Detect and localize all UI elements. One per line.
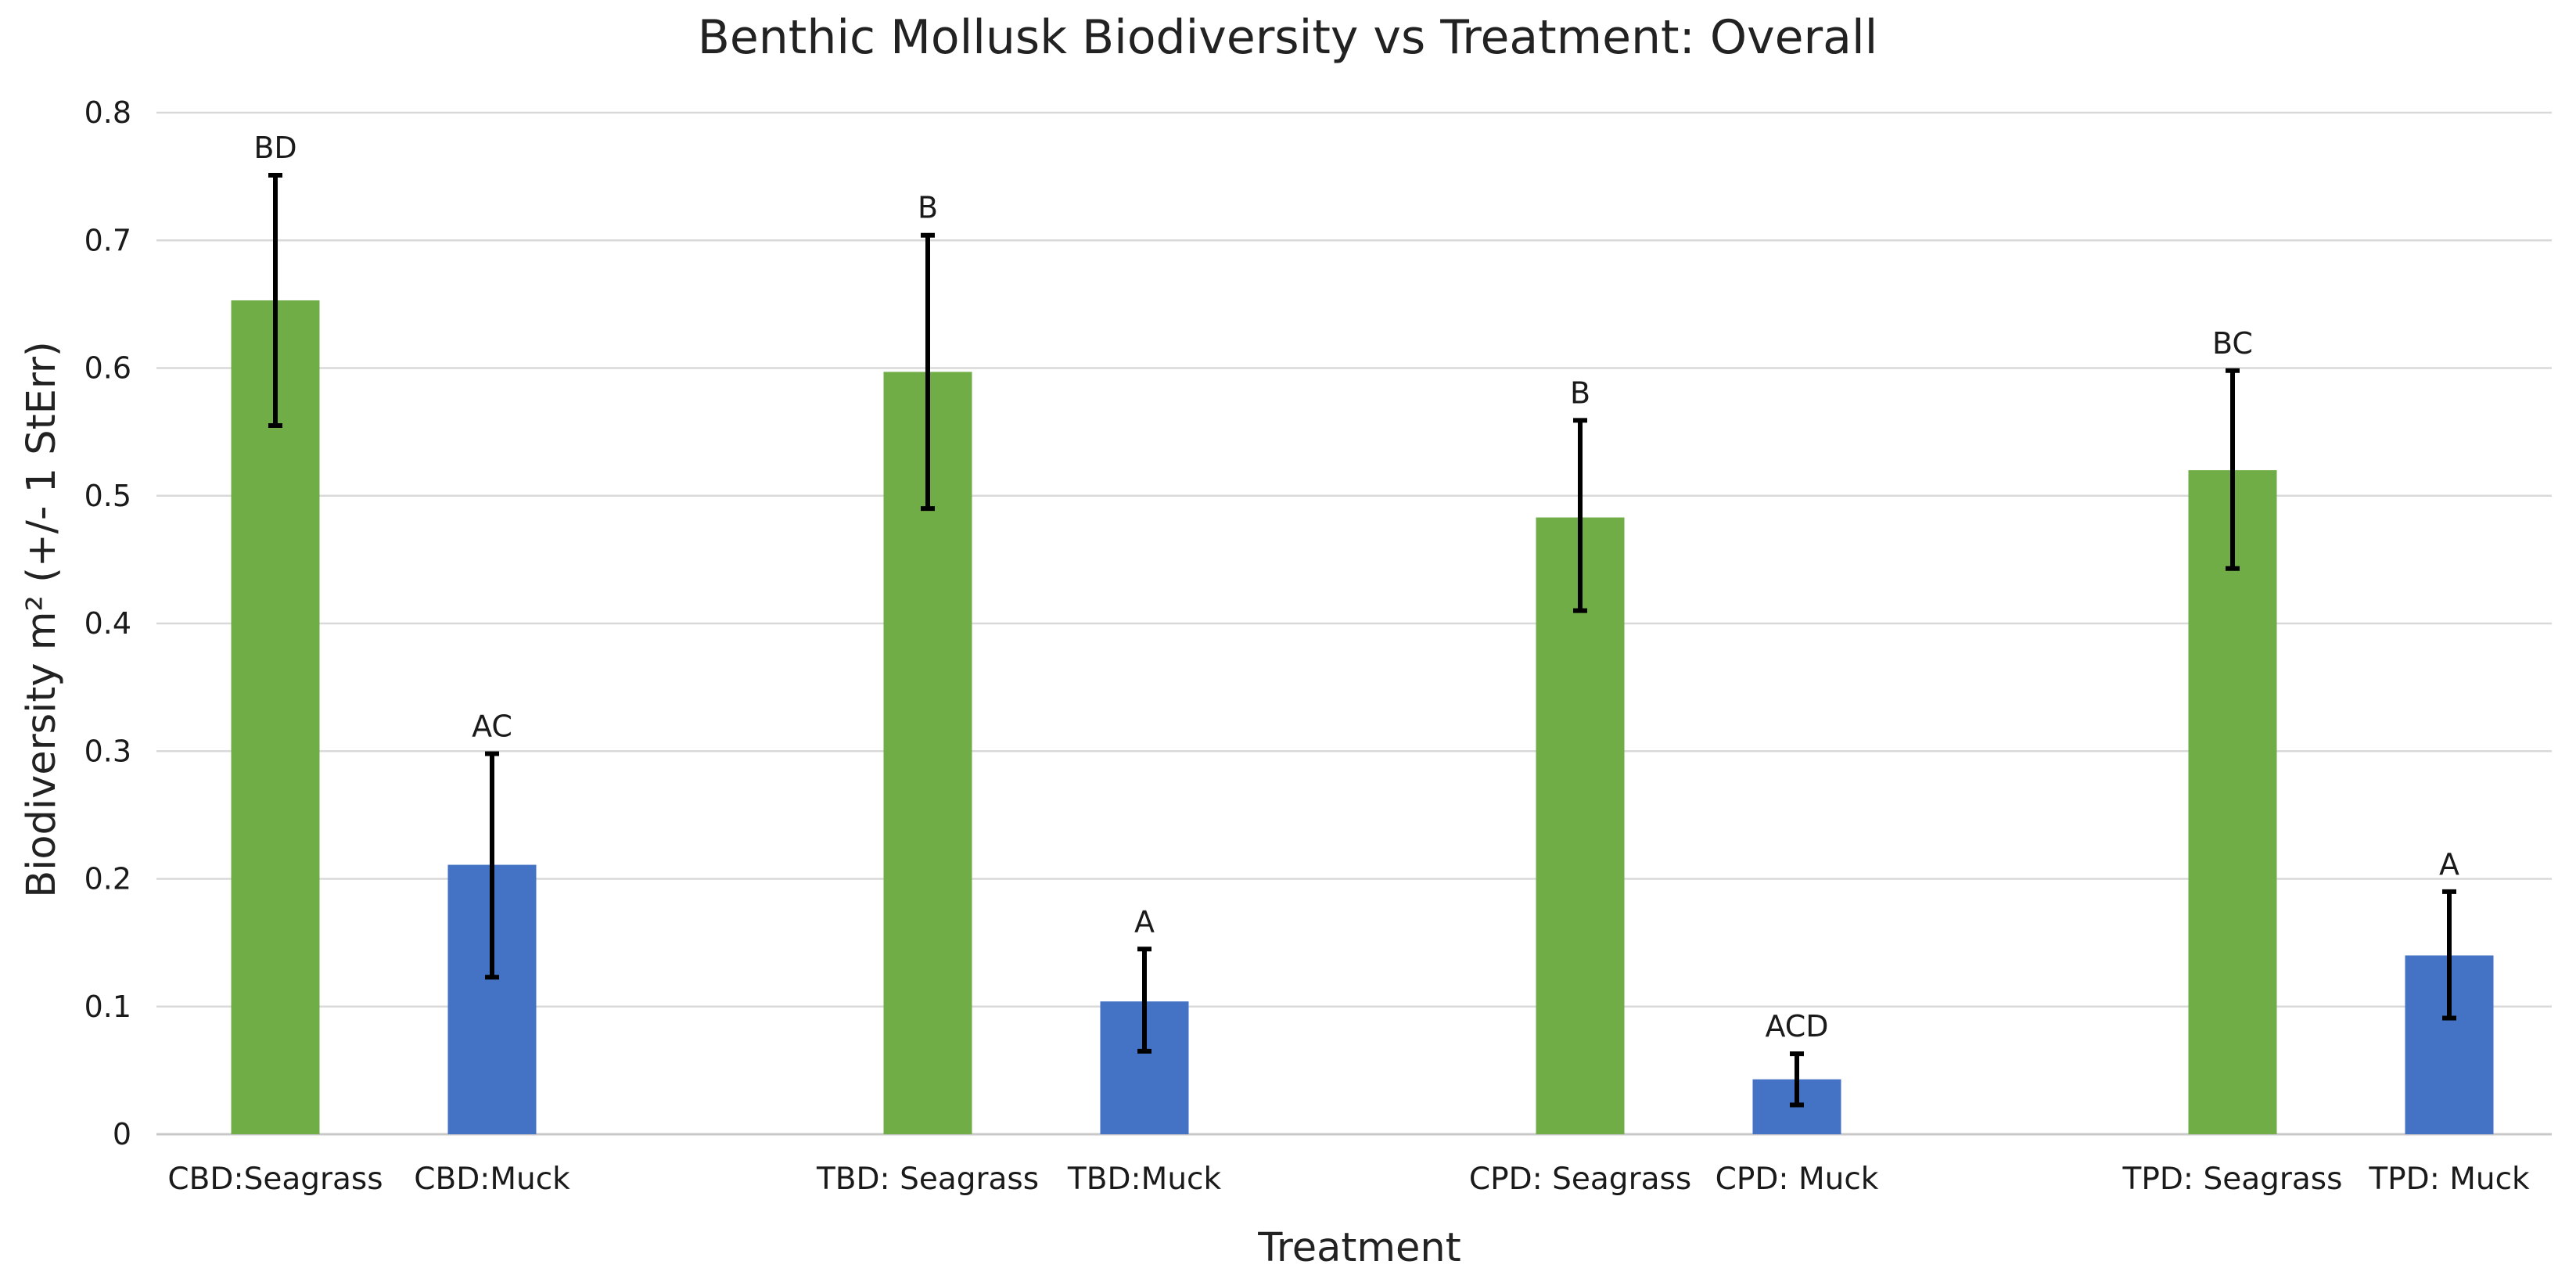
error-bars xyxy=(268,172,2456,1108)
x-axis-category-labels: CBD:Seagrass CBD:Muck TBD: Seagrass TBD:Muc… xyxy=(167,1162,2530,1197)
y-tick-label: 0.8 xyxy=(84,95,131,130)
significance-label: BD xyxy=(253,131,296,165)
x-category-label: TBD: Seagrass xyxy=(816,1162,1039,1197)
bar xyxy=(2188,470,2277,1134)
y-axis-ticks: 0 0.1 0.2 0.3 0.4 0.5 0.6 0.7 0.8 xyxy=(84,95,131,1151)
x-category-label: TBD:Muck xyxy=(1067,1162,1222,1197)
y-tick-label: 0 xyxy=(113,1117,131,1151)
significance-label: AC xyxy=(472,709,512,744)
y-tick-label: 0.1 xyxy=(84,990,131,1024)
x-category-label: CBD:Seagrass xyxy=(167,1162,383,1197)
significance-labels: BD AC B A B ACD BC A xyxy=(253,131,2459,1044)
x-category-label: TPD: Seagrass xyxy=(2122,1162,2343,1197)
y-tick-label: 0.7 xyxy=(84,223,131,257)
y-tick-label: 0.5 xyxy=(84,479,131,513)
gridlines xyxy=(156,111,2552,1136)
x-axis-title: Treatment xyxy=(1257,1225,1461,1271)
x-category-label: CPD: Seagrass xyxy=(1469,1162,1691,1197)
significance-label: ACD xyxy=(1765,1009,1828,1044)
y-axis-title: Biodiversity m² (+/- 1 StErr) xyxy=(19,341,65,898)
bar xyxy=(231,300,320,1134)
significance-label: A xyxy=(2439,847,2459,882)
chart-title: Benthic Mollusk Biodiversity vs Treatmen… xyxy=(698,10,1878,65)
y-tick-label: 0.4 xyxy=(84,606,131,641)
bar xyxy=(1536,517,1625,1134)
x-category-label: CPD: Muck xyxy=(1716,1162,1879,1197)
y-tick-label: 0.6 xyxy=(84,351,131,386)
significance-label: B xyxy=(1570,375,1590,410)
y-tick-label: 0.3 xyxy=(84,734,131,768)
significance-label: A xyxy=(1134,904,1155,939)
significance-label: B xyxy=(918,191,938,225)
x-category-label: TPD: Muck xyxy=(2368,1162,2530,1197)
bars xyxy=(231,300,2494,1135)
y-tick-label: 0.2 xyxy=(84,862,131,896)
x-category-label: CBD:Muck xyxy=(414,1162,570,1197)
significance-label: BC xyxy=(2212,326,2253,361)
